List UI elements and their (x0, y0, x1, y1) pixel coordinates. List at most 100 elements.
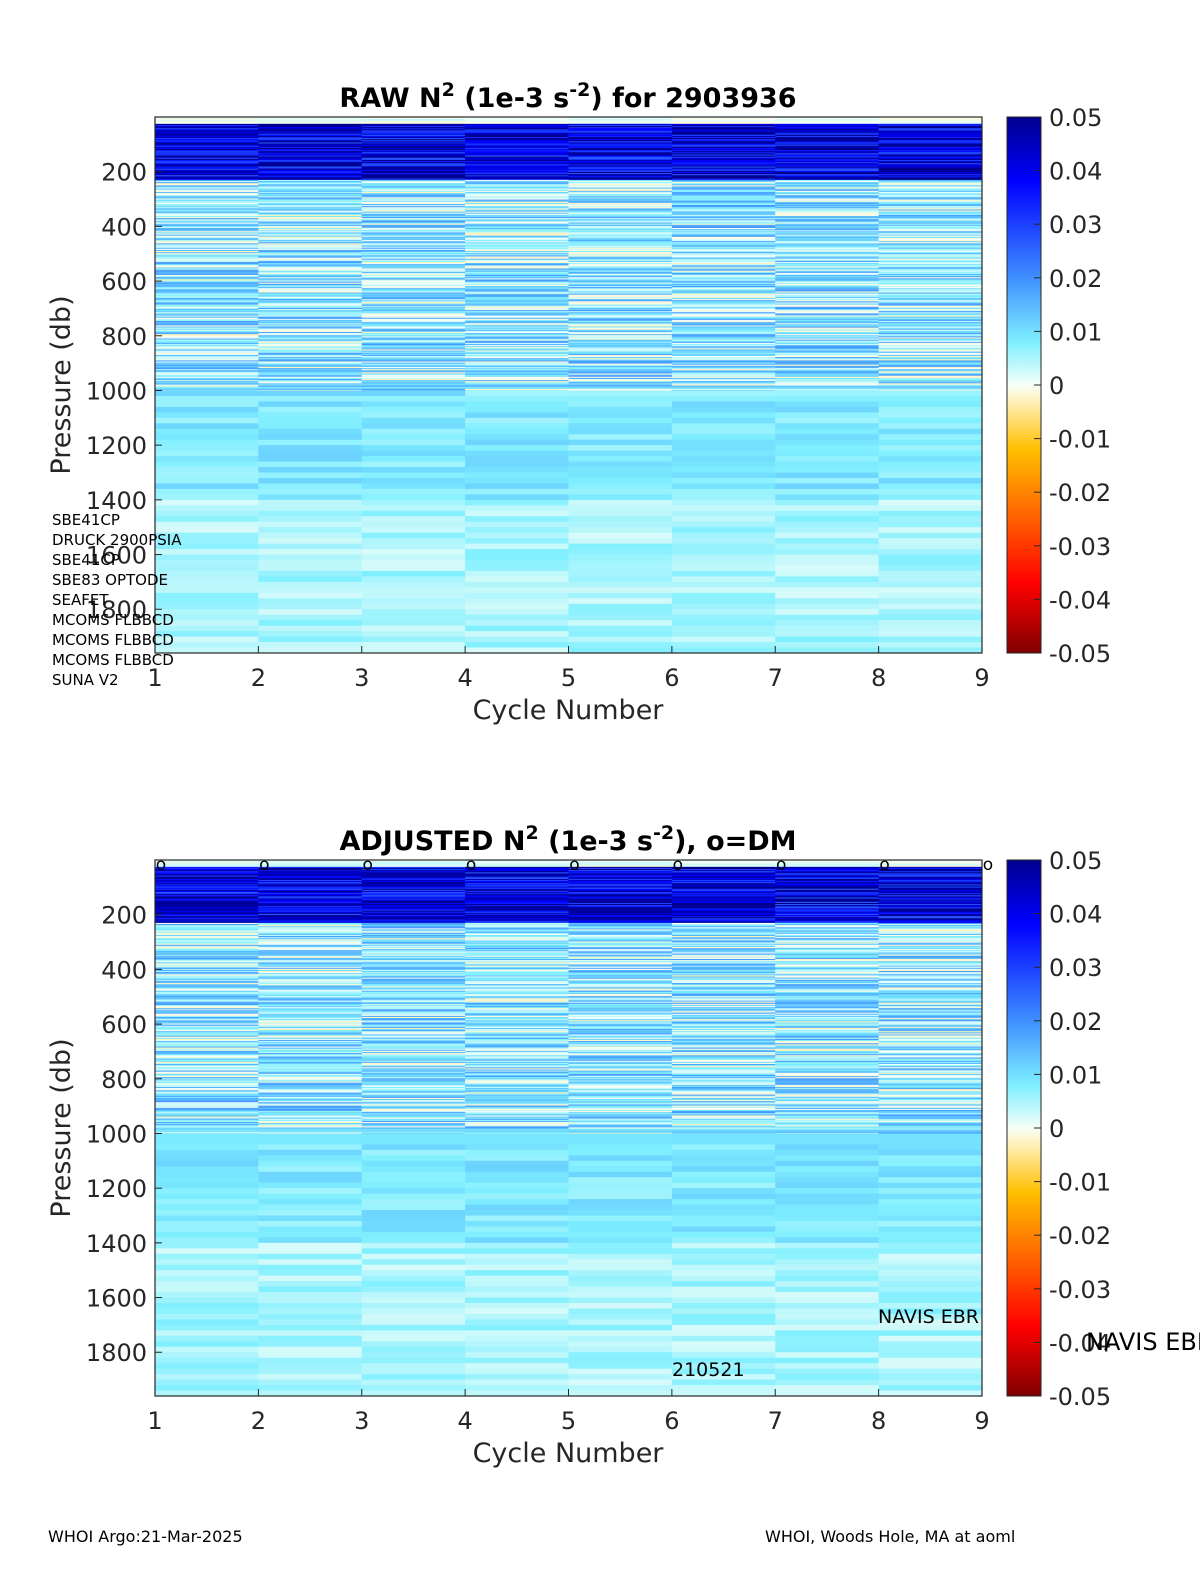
heatmap-cell (568, 527, 673, 534)
heatmap-cell (258, 124, 363, 127)
heatmap-cell (568, 1067, 673, 1069)
heatmap-cell (465, 327, 569, 330)
heatmap-cell (155, 1297, 259, 1304)
heatmap-cell (671, 510, 776, 517)
heatmap-cell (878, 348, 982, 350)
heatmap-cell (878, 343, 982, 346)
heatmap-cell (568, 996, 673, 998)
heatmap-cell (465, 888, 569, 891)
heatmap-cell (155, 154, 259, 157)
heatmap-cell (775, 1094, 880, 1097)
heatmap-cell (671, 576, 776, 583)
heatmap-cell (465, 121, 569, 123)
y-tick-label: 1000 (86, 377, 147, 405)
heatmap-cell (155, 275, 259, 277)
heatmap-cell (361, 331, 466, 334)
heatmap-cell (568, 330, 673, 333)
heatmap-cell (878, 861, 982, 863)
heatmap-cell (258, 186, 363, 189)
heatmap-cell (775, 357, 880, 359)
heatmap-cell (155, 929, 259, 932)
heatmap-cell (775, 917, 880, 919)
heatmap-cell (878, 412, 982, 419)
heatmap-cell (155, 973, 259, 975)
heatmap-cell (465, 1024, 569, 1027)
heatmap-cell (878, 232, 982, 234)
heatmap-cell (258, 494, 363, 501)
heatmap-cell (775, 345, 880, 347)
heatmap-cell (671, 195, 776, 197)
heatmap-cell (155, 979, 259, 982)
heatmap-cell (361, 894, 466, 896)
heatmap-cell (568, 1149, 673, 1156)
heatmap-cell (258, 265, 363, 267)
heatmap-cell (568, 293, 673, 296)
heatmap-cell (155, 885, 259, 888)
heatmap-cell (465, 142, 569, 145)
heatmap-cell (775, 264, 880, 266)
heatmap-cell (671, 272, 776, 275)
heatmap-cell (361, 499, 466, 506)
heatmap-cell (775, 318, 880, 321)
heatmap-cell (465, 936, 569, 938)
heatmap-cell (465, 388, 569, 391)
heatmap-cell (671, 191, 776, 194)
heatmap-cell (361, 1088, 466, 1090)
heatmap-cell (568, 1012, 673, 1015)
heatmap-cell (155, 909, 259, 912)
heatmap-cell (671, 1114, 776, 1116)
heatmap-cell (775, 307, 880, 310)
heatmap-cell (155, 1368, 259, 1375)
heatmap-cell (155, 1083, 259, 1086)
heatmap-cell (878, 1128, 982, 1131)
heatmap-cell (568, 909, 673, 912)
heatmap-cell (361, 995, 466, 997)
heatmap-cell (361, 190, 466, 193)
heatmap-cell (878, 1123, 982, 1125)
heatmap-cell (568, 966, 673, 969)
heatmap-cell (878, 264, 982, 266)
heatmap-cell (465, 1051, 569, 1054)
heatmap-cell (155, 527, 259, 534)
heatmap-cell (878, 1034, 982, 1037)
heatmap-cell (878, 178, 982, 181)
heatmap-cell (671, 869, 776, 871)
heatmap-cell (155, 183, 259, 185)
heatmap-cell (465, 211, 569, 214)
heatmap-cell (155, 343, 259, 346)
heatmap-cell (671, 922, 776, 925)
heatmap-cell (671, 925, 776, 927)
heatmap-cell (775, 881, 880, 883)
heatmap-cell (878, 183, 982, 185)
heatmap-cell (155, 120, 259, 122)
heatmap-cell (775, 353, 880, 356)
heatmap-cell (775, 145, 880, 148)
heatmap-cell (155, 1237, 259, 1244)
heatmap-cell (361, 865, 466, 868)
heatmap-cell (155, 126, 259, 128)
heatmap-cell (568, 1114, 673, 1116)
heatmap-cell (775, 488, 880, 495)
heatmap-cell (465, 1036, 569, 1039)
heatmap-cell (671, 130, 776, 132)
heatmap-cell (361, 272, 466, 275)
heatmap-cell (465, 939, 569, 941)
heatmap-cell (155, 1035, 259, 1038)
heatmap-cell (155, 205, 259, 207)
heatmap-cell (465, 1155, 569, 1162)
heatmap-cell (465, 366, 569, 369)
heatmap-cell (671, 1072, 776, 1075)
heatmap-cell (258, 406, 363, 413)
heatmap-cell (878, 1107, 982, 1110)
heatmap-cell (155, 1220, 259, 1227)
heatmap-cell (258, 1113, 363, 1115)
heatmap-cell (465, 218, 569, 220)
heatmap-cell (465, 878, 569, 881)
heatmap-cell (155, 280, 259, 283)
heatmap-cell (775, 862, 880, 864)
heatmap-cell (878, 1016, 982, 1019)
heatmap-cell (878, 240, 982, 242)
heatmap-cell (671, 527, 776, 534)
heatmap-cell (568, 235, 673, 238)
